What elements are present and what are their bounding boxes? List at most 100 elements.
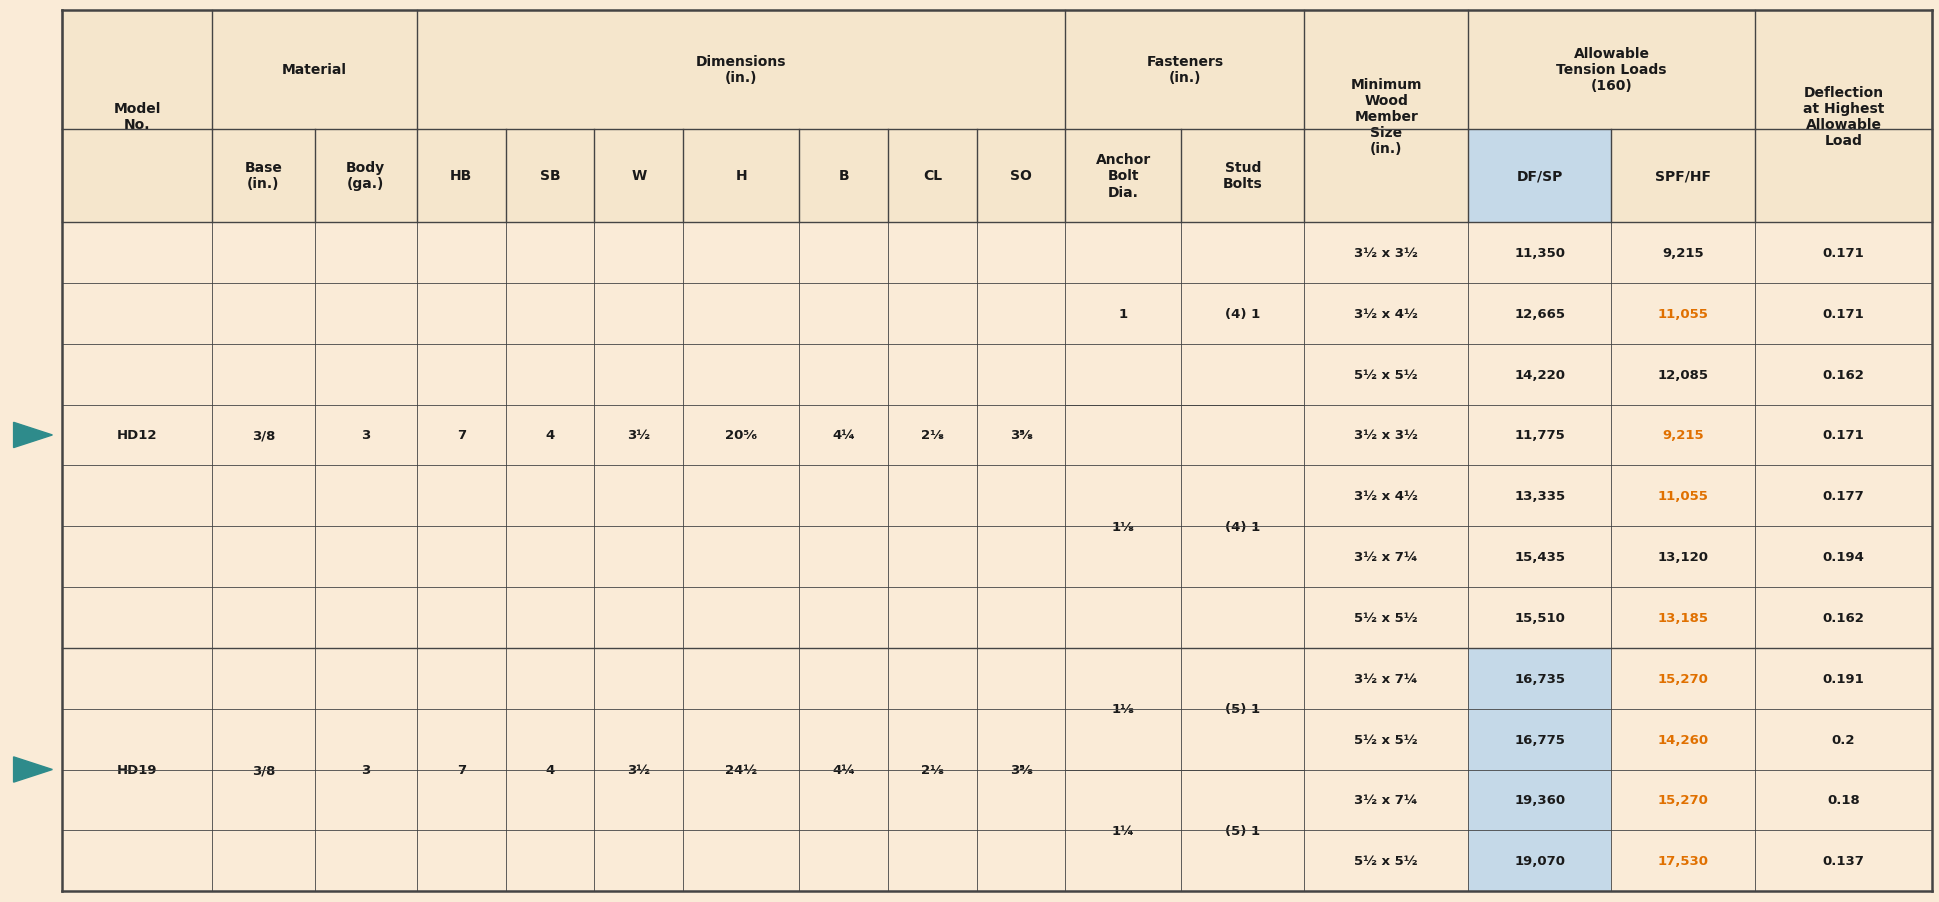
- Text: CL: CL: [923, 170, 942, 183]
- Text: 0.171: 0.171: [1823, 429, 1863, 442]
- Text: 13,335: 13,335: [1514, 490, 1565, 502]
- Text: 15,270: 15,270: [1656, 794, 1708, 806]
- Text: 14,220: 14,220: [1514, 368, 1565, 382]
- Text: HD19: HD19: [116, 763, 157, 776]
- Text: 14,260: 14,260: [1656, 732, 1708, 746]
- Text: 11,055: 11,055: [1656, 490, 1708, 502]
- Text: 11,775: 11,775: [1514, 429, 1565, 442]
- Text: 0.171: 0.171: [1823, 308, 1863, 320]
- Text: DF/SP: DF/SP: [1516, 170, 1563, 183]
- Text: (5) 1: (5) 1: [1225, 703, 1260, 715]
- Text: Fasteners
(in.): Fasteners (in.): [1146, 55, 1224, 86]
- Bar: [62, 345, 1931, 405]
- Bar: [62, 405, 1931, 465]
- Text: 3½ x 4½: 3½ x 4½: [1353, 308, 1417, 320]
- Text: 4: 4: [545, 763, 555, 776]
- Text: B: B: [838, 170, 849, 183]
- Bar: [62, 649, 1931, 709]
- Text: 0.18: 0.18: [1827, 794, 1860, 806]
- Text: 3⅝: 3⅝: [1008, 429, 1032, 442]
- Text: 11,055: 11,055: [1656, 308, 1708, 320]
- Text: Anchor
Bolt
Dia.: Anchor Bolt Dia.: [1096, 153, 1150, 199]
- Text: Allowable
Tension Loads
(160): Allowable Tension Loads (160): [1555, 47, 1666, 93]
- Text: 3: 3: [361, 429, 370, 442]
- Text: 3: 3: [361, 763, 370, 776]
- Text: Model
No.: Model No.: [112, 102, 161, 132]
- Text: 20⁵⁄₆: 20⁵⁄₆: [725, 429, 756, 442]
- Text: 0.191: 0.191: [1823, 672, 1863, 685]
- Text: 1⅛: 1⅛: [1111, 703, 1134, 715]
- Bar: [62, 465, 1931, 527]
- Text: H: H: [735, 170, 747, 183]
- Text: HD12: HD12: [116, 429, 157, 442]
- Text: 0.137: 0.137: [1821, 854, 1863, 868]
- Text: SO: SO: [1010, 170, 1032, 183]
- Text: W: W: [630, 170, 646, 183]
- Text: Dimensions
(in.): Dimensions (in.): [696, 55, 785, 86]
- Text: 7: 7: [456, 763, 465, 776]
- Text: Stud
Bolts: Stud Bolts: [1222, 161, 1262, 191]
- Text: 3½ x 4½: 3½ x 4½: [1353, 490, 1417, 502]
- Bar: [1468, 649, 1611, 709]
- Polygon shape: [14, 423, 52, 448]
- Text: SB: SB: [539, 170, 560, 183]
- Bar: [62, 831, 1931, 891]
- Text: 5½ x 5½: 5½ x 5½: [1353, 732, 1417, 746]
- Text: 16,775: 16,775: [1514, 732, 1565, 746]
- Text: Base
(in.): Base (in.): [244, 161, 283, 191]
- Text: 0.162: 0.162: [1821, 368, 1863, 382]
- Text: Minimum
Wood
Member
Size
(in.): Minimum Wood Member Size (in.): [1350, 78, 1421, 156]
- Text: Material: Material: [281, 63, 347, 78]
- Text: 15,270: 15,270: [1656, 672, 1708, 685]
- Text: 4¼: 4¼: [832, 429, 855, 442]
- Text: 15,510: 15,510: [1514, 612, 1565, 624]
- Text: Body
(ga.): Body (ga.): [345, 161, 386, 191]
- Text: 7: 7: [456, 429, 465, 442]
- Text: 2⅛: 2⅛: [921, 429, 942, 442]
- Text: 4¼: 4¼: [832, 763, 855, 776]
- Text: SPF/HF: SPF/HF: [1654, 170, 1710, 183]
- Text: (4) 1: (4) 1: [1225, 520, 1260, 533]
- Text: 11,350: 11,350: [1514, 246, 1565, 260]
- Text: 0.177: 0.177: [1823, 490, 1863, 502]
- Text: HB: HB: [450, 170, 473, 183]
- Bar: [1468, 769, 1611, 831]
- Text: 3/8: 3/8: [252, 763, 275, 776]
- Text: 16,735: 16,735: [1514, 672, 1565, 685]
- Text: 0.171: 0.171: [1823, 246, 1863, 260]
- Text: 17,530: 17,530: [1656, 854, 1708, 868]
- Text: 24½: 24½: [725, 763, 756, 776]
- Text: 5½ x 5½: 5½ x 5½: [1353, 368, 1417, 382]
- Text: 3½ x 7¼: 3½ x 7¼: [1353, 550, 1417, 564]
- Text: 3½: 3½: [626, 763, 650, 776]
- Polygon shape: [14, 757, 52, 782]
- Bar: [62, 709, 1931, 769]
- Bar: [62, 527, 1931, 587]
- Text: 5½ x 5½: 5½ x 5½: [1353, 854, 1417, 868]
- Bar: [1468, 831, 1611, 891]
- Text: 0.194: 0.194: [1821, 550, 1863, 564]
- Text: 12,085: 12,085: [1656, 368, 1708, 382]
- Text: 3½ x 7¼: 3½ x 7¼: [1353, 672, 1417, 685]
- Text: 9,215: 9,215: [1662, 246, 1702, 260]
- Text: 13,185: 13,185: [1656, 612, 1708, 624]
- Text: 15,435: 15,435: [1514, 550, 1565, 564]
- Bar: [1468, 130, 1611, 223]
- Text: 12,665: 12,665: [1514, 308, 1565, 320]
- Text: (4) 1: (4) 1: [1225, 308, 1260, 320]
- Text: 3½ x 7¼: 3½ x 7¼: [1353, 794, 1417, 806]
- Bar: [62, 587, 1931, 649]
- Text: 1: 1: [1119, 308, 1127, 320]
- Bar: [62, 769, 1931, 831]
- Text: 3½: 3½: [626, 429, 650, 442]
- Text: 1⅛: 1⅛: [1111, 520, 1134, 533]
- Text: 9,215: 9,215: [1662, 429, 1702, 442]
- Text: (5) 1: (5) 1: [1225, 824, 1260, 837]
- Bar: [62, 223, 1931, 283]
- Text: 2⅛: 2⅛: [921, 763, 942, 776]
- Text: 0.162: 0.162: [1821, 612, 1863, 624]
- Text: 3⅝: 3⅝: [1008, 763, 1032, 776]
- Text: 3/8: 3/8: [252, 429, 275, 442]
- Text: 1¼: 1¼: [1111, 824, 1134, 837]
- Text: 19,070: 19,070: [1514, 854, 1565, 868]
